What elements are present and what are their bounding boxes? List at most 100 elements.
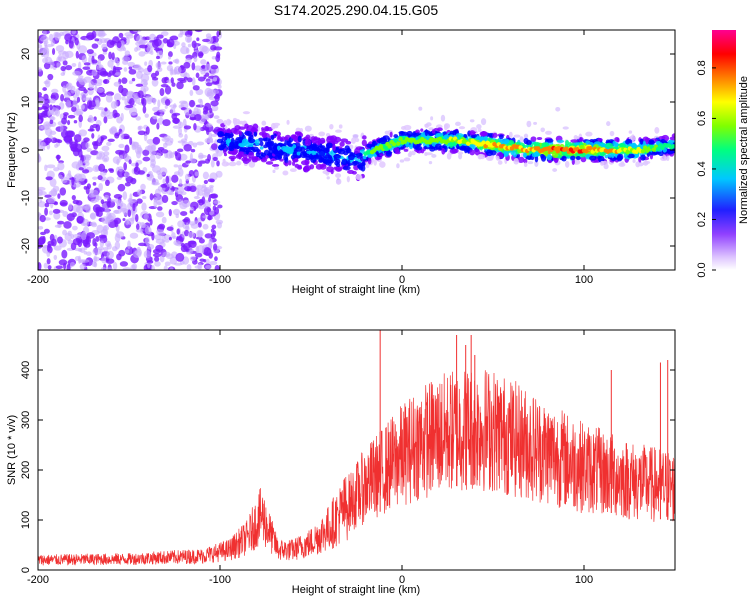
spectrogram-dot <box>112 199 121 203</box>
spectrogram-dot <box>290 154 296 160</box>
spectrogram-dot <box>355 174 363 181</box>
spectrogram-dot <box>455 143 460 150</box>
spectrogram-dot <box>47 265 52 270</box>
colorbar-gradient <box>712 30 736 270</box>
spectrogram-dot <box>411 150 416 156</box>
spectrogram-dot <box>92 248 102 256</box>
spectrogram-dot <box>118 32 124 38</box>
spectrogram-dot <box>306 150 313 155</box>
spectrogram-dot <box>207 178 215 183</box>
spectrogram-dot <box>62 85 67 93</box>
spectrogram-dot <box>336 158 341 164</box>
spectrogram-dot <box>367 157 372 165</box>
spectrogram-dot <box>178 133 184 138</box>
spectrogram-dot <box>232 117 238 122</box>
spectrogram-dot <box>45 128 53 136</box>
spectrogram-dot <box>120 131 124 140</box>
spectrogram-dot <box>121 77 128 84</box>
spectrogram-dot <box>98 163 106 172</box>
spectrogram-dot <box>194 220 200 224</box>
spectrogram-dot <box>57 139 63 144</box>
spectrogram-dot <box>114 132 120 139</box>
spectrogram-dot <box>72 70 82 76</box>
spectrogram-dot <box>48 210 53 216</box>
spectrogram-dot <box>83 250 88 255</box>
spectrogram-dot <box>60 65 66 72</box>
spectrogram-dot <box>351 161 358 166</box>
spectrogram-dot <box>266 141 274 148</box>
spectrogram-dot <box>297 135 302 143</box>
colorbar-ticks: 0.0 0.2 0.4 0.6 0.8 <box>696 60 716 278</box>
spectrogram-dot <box>64 33 73 42</box>
spectrogram-dot <box>113 81 121 87</box>
spectrogram-dot <box>395 151 401 155</box>
spectrogram-dot <box>72 204 81 213</box>
spectrogram-dot <box>197 160 207 164</box>
spectrogram-dot <box>192 142 198 148</box>
spectrogram-dot <box>204 63 211 72</box>
spectrogram-dot <box>39 35 49 43</box>
spectrogram-dot <box>138 51 146 57</box>
spectrogram-y-ticks: -20 -10 0 10 20 <box>20 48 675 254</box>
spectrogram-dot <box>228 155 237 160</box>
spectrogram-dot <box>259 140 264 147</box>
spectrogram-dot <box>73 134 82 143</box>
spectrogram-dot <box>339 141 345 147</box>
spectrogram-dot <box>575 155 581 161</box>
spectrogram-dot <box>91 133 95 139</box>
spectrogram-dot <box>189 255 197 262</box>
snr-series-line <box>38 370 675 566</box>
spectrogram-dot <box>78 248 83 252</box>
spectrogram-dot <box>94 85 98 92</box>
spectrogram-dot <box>96 65 102 70</box>
spectrogram-dot <box>156 66 163 73</box>
spectrogram-dot <box>189 89 194 97</box>
spectrogram-dot <box>48 33 54 42</box>
spectrogram-dot <box>119 154 124 160</box>
spectrogram-dot <box>123 171 130 177</box>
spectrogram-dot <box>164 140 173 146</box>
spectrogram-dot <box>498 134 504 140</box>
spectrogram-dot <box>203 188 211 196</box>
spectrogram-dot <box>201 46 210 54</box>
spectrogram-dot <box>259 146 264 150</box>
spectrogram-dot <box>187 43 192 48</box>
spectrogram-dot <box>106 141 112 147</box>
snr-plot-area <box>38 330 675 570</box>
spectrogram-dot <box>50 94 56 100</box>
spectrogram-dot <box>545 130 552 135</box>
spectrogram-dot <box>443 135 448 140</box>
spectrogram-dot <box>162 251 171 258</box>
spectrogram-dot <box>101 267 107 270</box>
spectrogram-ridge-dot <box>387 144 392 149</box>
spectrogram-dot <box>107 138 115 142</box>
colorbar: 0.0 0.2 0.4 0.6 0.8 Normalized spectral ampl… <box>696 30 750 278</box>
spectrogram-dot <box>287 143 293 147</box>
spectrogram-dot <box>536 136 543 141</box>
spectrogram-dot <box>144 61 148 66</box>
spectrogram-dot <box>585 131 593 137</box>
spectrogram-dot <box>120 112 124 122</box>
spectrogram-dot <box>160 149 169 154</box>
spectrogram-dot <box>168 209 172 217</box>
spectrogram-dot <box>179 153 188 161</box>
spectrogram-dot <box>436 127 443 132</box>
spectrogram-dot <box>376 139 382 143</box>
spectrogram-dot <box>80 259 90 263</box>
spectrogram-dot <box>115 149 124 155</box>
spectrogram-dot <box>159 167 168 176</box>
spectrogram-dot <box>113 217 122 225</box>
spectrogram-dot <box>379 161 386 168</box>
y-tick-label: 10 <box>20 96 32 108</box>
spectrogram-dot <box>65 99 72 109</box>
spectrogram-dot <box>299 128 304 133</box>
spectrogram-dot <box>309 164 315 170</box>
spectrogram-dot <box>137 130 146 136</box>
spectrogram-dot <box>347 154 355 161</box>
spectrogram-dot <box>51 238 57 247</box>
spectrogram-dot <box>286 119 290 125</box>
spectrogram-dot <box>142 87 147 97</box>
spectrogram-dot <box>79 263 87 270</box>
spectrogram-dot <box>144 113 149 118</box>
